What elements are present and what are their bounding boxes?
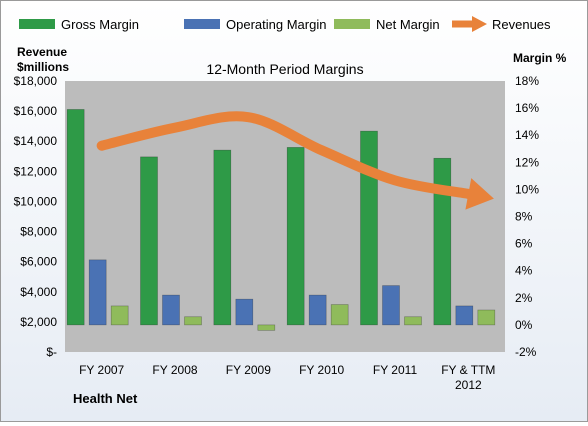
net-margin-bar	[184, 316, 202, 326]
revenues-arrowhead	[465, 178, 494, 210]
right-tick-label: 18%	[515, 74, 539, 88]
category-label: FY 2009	[226, 363, 271, 377]
gross-margin-bar	[433, 157, 452, 326]
gross-margin-bar	[213, 149, 232, 326]
operating-margin-bar	[88, 259, 107, 326]
legend-revenues: Revenues	[492, 17, 551, 32]
net-margin-bar	[477, 309, 496, 326]
category-label: FY & TTM 2012	[441, 363, 495, 392]
operating-margin-bar	[162, 294, 180, 326]
revenue-layer	[96, 111, 494, 210]
legend-operating-margin: Operating Margin	[226, 17, 326, 32]
left-tick-label: $16,000	[14, 104, 58, 118]
operating-margin-bar	[455, 305, 474, 326]
right-tick-label: -2%	[515, 345, 537, 359]
gross-margin-swatch-icon	[19, 19, 55, 29]
legend-net-margin: Net Margin	[376, 17, 440, 32]
gross-margin-bar	[66, 109, 85, 326]
category-labels: FY 2007 FY 2008 FY 2009 FY 2010 FY 2011 FY & …	[79, 363, 495, 392]
category-label: FY 2008	[152, 363, 197, 377]
legend: Gross Margin Operating Margin Net Margin…	[19, 16, 551, 32]
operating-margin-bar	[382, 285, 400, 326]
revenues-arrowhead-icon	[472, 16, 487, 32]
category-label: FY 2010	[299, 363, 344, 377]
right-tick-label: 12%	[515, 155, 539, 169]
gross-margin-bar	[360, 130, 378, 326]
left-tick-label: $10,000	[14, 194, 58, 208]
net-margin-bar	[330, 304, 349, 326]
left-tick-label: $8,000	[20, 225, 57, 239]
operating-margin-bar	[235, 298, 254, 326]
right-tick-label: 2%	[515, 291, 533, 305]
left-axis-ticks: $- $2,000 $4,000 $6,000 $8,000 $10,000 $12,000…	[14, 74, 58, 359]
right-tick-label: 6%	[515, 237, 533, 251]
left-tick-label: $2,000	[20, 315, 57, 329]
left-tick-label: $14,000	[14, 134, 58, 148]
net-margin-bar	[404, 316, 422, 326]
category-label: FY 2011	[373, 363, 418, 377]
left-tick-label: $-	[46, 345, 57, 359]
left-axis-label-line2: $millions	[17, 60, 69, 74]
net-margin-bar	[257, 324, 276, 331]
category-label: FY 2007	[79, 363, 124, 377]
net-margin-bar	[110, 305, 129, 326]
left-tick-label: $18,000	[14, 74, 58, 88]
right-tick-label: 10%	[515, 182, 539, 196]
left-tick-label: $12,000	[14, 164, 58, 178]
gross-margin-bar	[286, 147, 305, 326]
right-axis-label: Margin %	[513, 51, 567, 65]
operating-margin-swatch-icon	[184, 19, 220, 29]
right-tick-label: 14%	[515, 128, 539, 142]
company-label: Health Net	[73, 391, 138, 406]
left-tick-label: $4,000	[20, 285, 57, 299]
legend-gross-margin: Gross Margin	[61, 17, 139, 32]
right-tick-label: 0%	[515, 318, 533, 332]
left-axis-label-line1: Revenue	[17, 45, 67, 59]
right-tick-label: 8%	[515, 210, 533, 224]
revenues-line	[96, 111, 474, 199]
operating-margin-bar	[308, 294, 327, 326]
net-margin-swatch-icon	[334, 19, 370, 29]
chart-title: 12-Month Period Margins	[206, 61, 363, 77]
right-axis-ticks: -2% 0% 2% 4% 6% 8% 10% 12% 14% 16% 18%	[515, 74, 539, 359]
right-tick-label: 16%	[515, 101, 539, 115]
left-tick-label: $6,000	[20, 255, 57, 269]
bars-layer	[66, 109, 496, 331]
gross-margin-bar	[140, 156, 158, 326]
right-tick-label: 4%	[515, 264, 533, 278]
